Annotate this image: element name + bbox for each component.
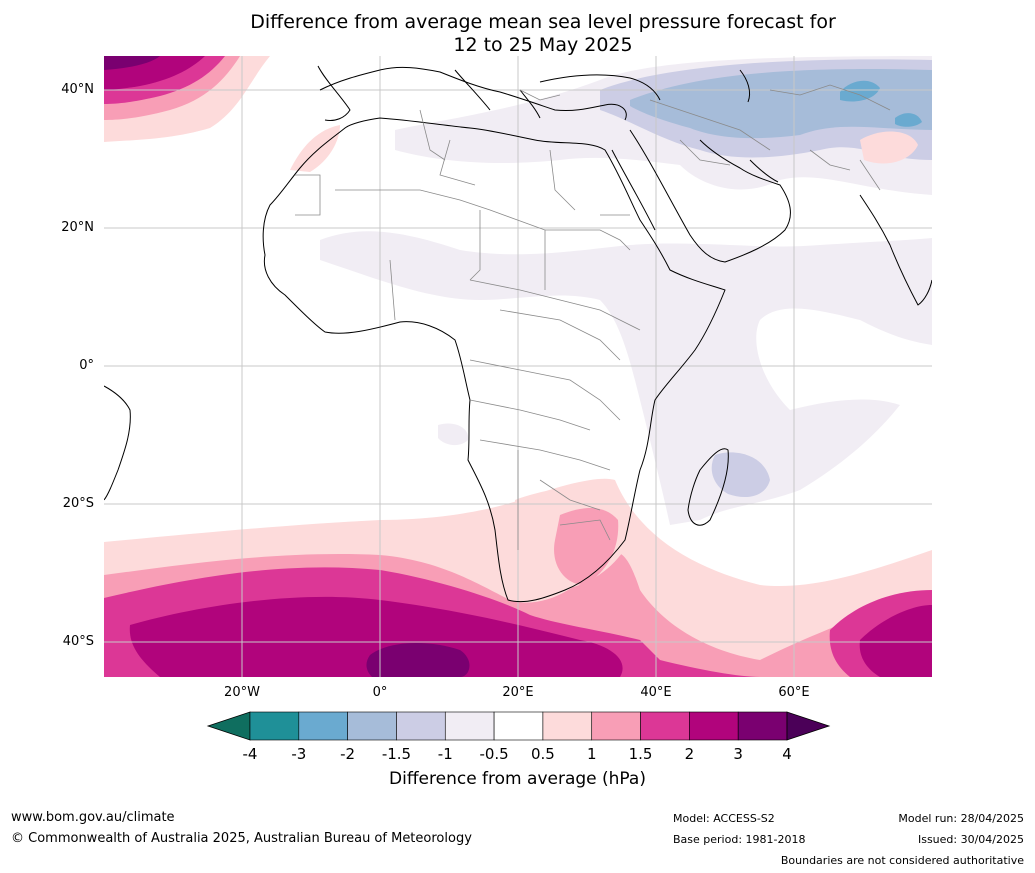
colorbar-segment xyxy=(444,711,495,741)
lon-label-20w: 20°W xyxy=(224,685,260,700)
lon-label-60e: 60°E xyxy=(778,685,810,700)
coast-italy xyxy=(454,69,491,111)
coast-iberia xyxy=(317,65,351,121)
colorbar-segment xyxy=(493,711,544,741)
lat-label-20s: 20°S xyxy=(62,496,94,511)
colorbar-segment xyxy=(396,711,446,741)
footer-copyright: © Commonwealth of Australia 2025, Austra… xyxy=(11,831,472,846)
colorbar-label: Difference from average (hPa) xyxy=(389,769,646,789)
colorbar-segment xyxy=(640,711,690,741)
title-line-2: 12 to 25 May 2025 xyxy=(453,34,633,56)
anomaly-mideast-5 xyxy=(895,113,922,127)
colorbar-segment xyxy=(249,711,300,741)
anomaly-morocco xyxy=(290,125,340,172)
coast-persian-gulf xyxy=(749,159,779,183)
coast-south-america xyxy=(104,385,131,501)
footer-website[interactable]: www.bom.gov.au/climate xyxy=(11,810,175,825)
anomaly-mideast-4 xyxy=(840,80,880,102)
coast-arabia xyxy=(629,129,791,263)
colorbar-tick-label: -1 xyxy=(437,745,453,763)
colorbar-tick-label: 3 xyxy=(733,745,743,763)
colorbar-tick-label: -0.5 xyxy=(479,745,509,763)
footer-model-run: Model run: 28/04/2025 xyxy=(898,812,1024,825)
colorbar-tick-label: 2 xyxy=(684,745,695,763)
colorbar-segment xyxy=(347,711,397,741)
coast-europe xyxy=(319,66,627,121)
coast-caspian xyxy=(739,69,751,103)
title-line-1: Difference from average mean sea level p… xyxy=(250,11,836,33)
anomaly-south-4b xyxy=(859,605,932,677)
colorbar-tick-label: 0.5 xyxy=(530,745,555,763)
footer-disclaimer: Boundaries are not considered authoritat… xyxy=(780,854,1024,867)
lon-label-0: 0° xyxy=(372,685,388,700)
colorbar-segment xyxy=(689,711,739,741)
anomaly-madagascar xyxy=(711,452,770,498)
anomaly-south-4 xyxy=(129,596,623,677)
colorbar-tick-label: -1.5 xyxy=(381,745,412,763)
colorbar-extend-low xyxy=(206,711,251,741)
colorbar-segment xyxy=(737,711,788,741)
colorbar-tick-label: 1.5 xyxy=(628,745,653,763)
footer-model: Model: ACCESS-S2 xyxy=(673,812,775,825)
coast-turkey xyxy=(539,74,661,101)
coast-africa xyxy=(262,117,726,603)
colorbar-tick-label: 4 xyxy=(782,745,792,763)
colorbar-tick-label: 1 xyxy=(586,745,597,763)
anomaly-sahel xyxy=(320,231,932,526)
colorbar-tick-label: -2 xyxy=(340,745,356,763)
lon-label-20e: 20°E xyxy=(502,685,534,700)
colorbar-tick-label: -3 xyxy=(291,745,307,763)
colorbar-segment xyxy=(542,711,593,741)
colorbar-extend-high xyxy=(786,711,831,741)
coast-red-sea xyxy=(611,149,656,231)
coast-india xyxy=(859,194,932,306)
anomaly-iran-pos xyxy=(860,131,918,164)
lon-label-40e: 40°E xyxy=(640,685,672,700)
lat-label-40n: 40°N xyxy=(61,82,94,97)
lat-label-0: 0° xyxy=(79,358,94,373)
footer-issued: Issued: 30/04/2025 xyxy=(917,833,1024,846)
colorbar-segment xyxy=(591,711,641,741)
footer-base-period: Base period: 1981-2018 xyxy=(673,833,806,846)
coast-madagascar xyxy=(687,448,729,526)
anomaly-south-5 xyxy=(366,643,470,677)
colorbar-segment xyxy=(298,711,348,741)
anomaly-nw-5 xyxy=(104,56,160,70)
colorbar xyxy=(206,711,831,741)
anomaly-atlantic-weak xyxy=(438,423,469,446)
lat-label-40s: 40°S xyxy=(62,634,94,649)
colorbar-tick-label: -4 xyxy=(242,745,258,763)
coast-greece xyxy=(519,89,541,119)
lat-label-20n: 20°N xyxy=(61,220,94,235)
